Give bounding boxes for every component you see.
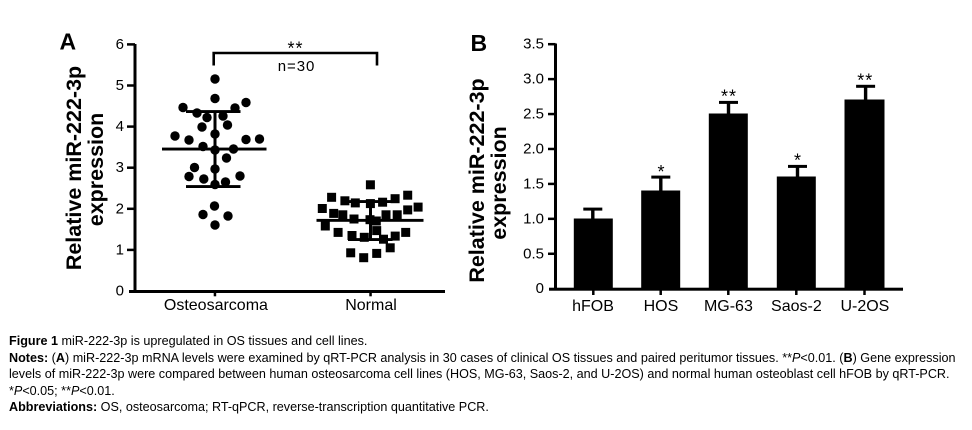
svg-text:Saos-2: Saos-2 — [771, 298, 822, 315]
svg-text:expression: expression — [487, 126, 511, 240]
svg-text:**: ** — [287, 38, 303, 58]
svg-text:1.0: 1.0 — [523, 210, 544, 227]
svg-text:HOS: HOS — [644, 298, 679, 315]
svg-text:3.0: 3.0 — [523, 71, 544, 88]
svg-text:B: B — [471, 30, 488, 56]
svg-text:expression: expression — [84, 113, 108, 227]
svg-text:Relative miR-222-3p: Relative miR-222-3p — [62, 66, 86, 270]
svg-text:2.0: 2.0 — [523, 141, 544, 158]
svg-text:3: 3 — [116, 159, 124, 176]
svg-text:A: A — [60, 29, 77, 55]
svg-text:5: 5 — [116, 77, 124, 94]
svg-text:1: 1 — [116, 241, 124, 258]
svg-text:Osteosarcoma: Osteosarcoma — [164, 297, 268, 314]
svg-text:MG-63: MG-63 — [704, 298, 753, 315]
svg-text:n=30: n=30 — [278, 58, 315, 75]
svg-text:0: 0 — [116, 283, 124, 300]
svg-text:Relative miR-222-3p: Relative miR-222-3p — [465, 78, 489, 282]
svg-text:3.5: 3.5 — [523, 36, 544, 53]
svg-text:**: ** — [721, 87, 737, 107]
svg-text:0.5: 0.5 — [523, 245, 544, 262]
svg-text:2.5: 2.5 — [523, 106, 544, 123]
svg-text:hFOB: hFOB — [572, 298, 614, 315]
svg-text:U-2OS: U-2OS — [840, 298, 889, 315]
svg-text:**: ** — [857, 71, 873, 91]
svg-text:2: 2 — [116, 200, 124, 217]
svg-text:0: 0 — [536, 280, 544, 297]
svg-text:*: * — [794, 151, 801, 171]
svg-text:*: * — [657, 162, 664, 182]
svg-text:Normal: Normal — [345, 297, 397, 314]
svg-text:6: 6 — [116, 36, 124, 53]
svg-text:4: 4 — [116, 118, 124, 135]
svg-text:1.5: 1.5 — [523, 175, 544, 192]
